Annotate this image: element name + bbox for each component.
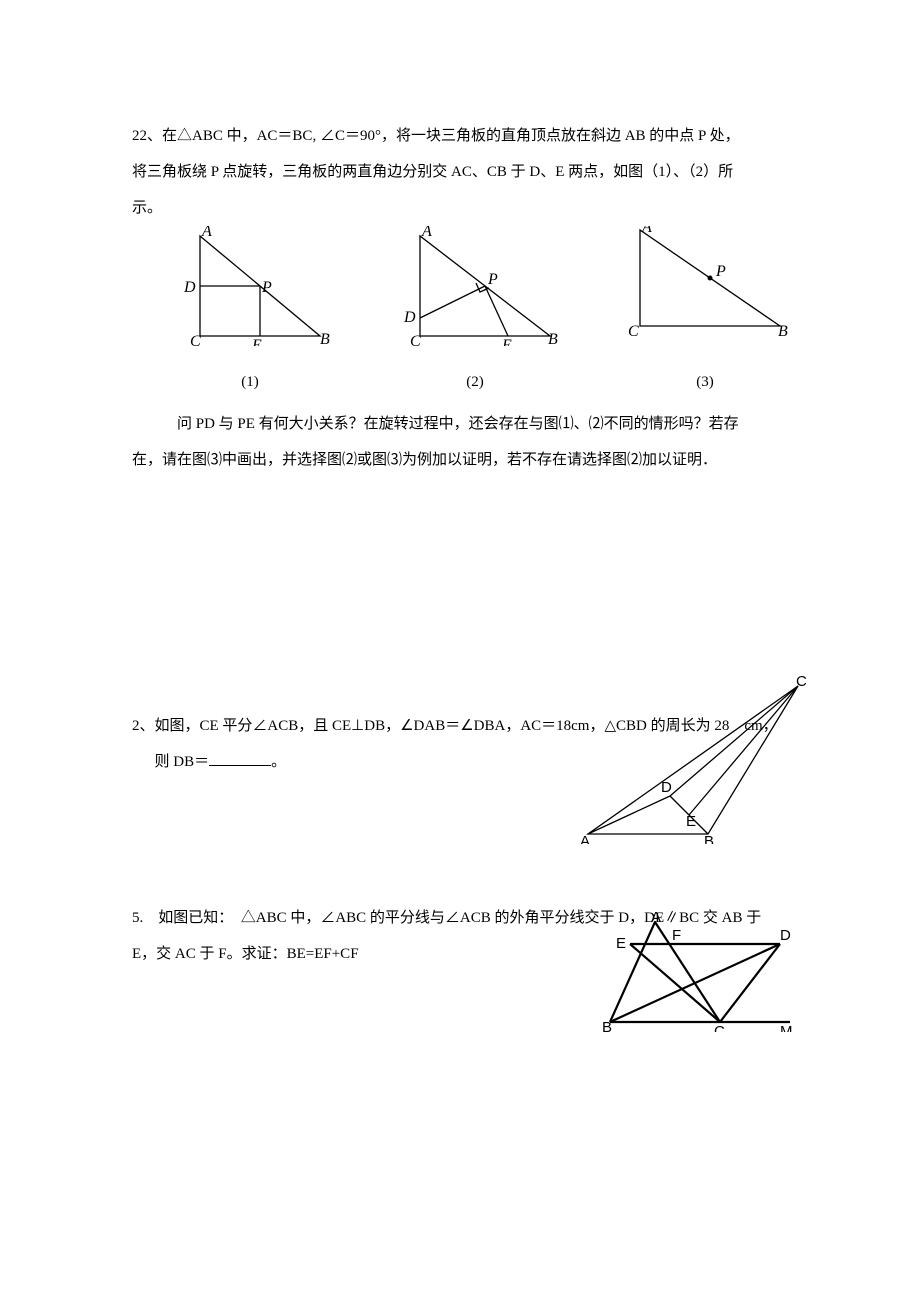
q22-fig3-svg: A B C P: [620, 226, 790, 346]
q2-A: A: [580, 833, 590, 844]
q22-figcap1: (1): [170, 364, 330, 400]
q5-C: C: [714, 1023, 725, 1032]
q2-figure: A B C D E: [578, 674, 808, 844]
label-P2: P: [487, 271, 498, 288]
q22-fig1: A B C D P E (1): [170, 226, 330, 400]
page: 22、在△ABC 中，AC＝BC, ∠C＝90°，将一块三角板的直角顶点放在斜边…: [0, 0, 920, 1302]
q5-E: E: [616, 935, 626, 952]
q5-A: A: [651, 912, 661, 926]
label-B: B: [320, 331, 330, 346]
q5-D: D: [780, 927, 791, 944]
q2-line2-post: 。: [271, 754, 286, 770]
q22-line2: 将三角板绕 P 点旋转，三角板的两直角边分别交 AC、CB 于 D、E 两点，如…: [132, 154, 814, 190]
q2-C: C: [796, 674, 807, 690]
q22-fig2: A B C D P E (2): [390, 226, 560, 400]
q2-B: B: [704, 833, 714, 844]
label-C: C: [190, 333, 201, 346]
label-A3: A: [641, 226, 652, 236]
label-P: P: [261, 279, 272, 296]
label-P3: P: [715, 263, 726, 280]
q22-line5: 在，请在图⑶中画出，并选择图⑵或图⑶为例加以证明，若不存在请选择图⑵加以证明．: [132, 442, 814, 478]
q22-line1: 22、在△ABC 中，AC＝BC, ∠C＝90°，将一块三角板的直角顶点放在斜边…: [132, 118, 814, 154]
q22-fig3: A B C P (3): [620, 226, 790, 400]
q5-F: F: [672, 927, 681, 944]
label-A: A: [201, 226, 212, 240]
q2-D: D: [661, 779, 672, 796]
label-C2: C: [410, 333, 421, 346]
q22-line3: 示。: [132, 190, 814, 226]
q22-figcap3: (3): [620, 364, 790, 400]
q5-figure: A B C D E F M: [600, 912, 800, 1032]
q22-line4: 问 PD 与 PE 有何大小关系？在旋转过程中，还会存在与图⑴、⑵不同的情形吗？…: [132, 406, 814, 442]
q22-fig2-svg: A B C D P E: [390, 226, 560, 346]
q2-E: E: [686, 813, 696, 830]
label-A2: A: [421, 226, 432, 240]
label-D2: D: [403, 309, 416, 326]
label-B3: B: [778, 323, 788, 340]
q22-figcap2: (2): [390, 364, 560, 400]
q5-B: B: [602, 1019, 612, 1032]
label-B2: B: [548, 331, 558, 346]
q22-figures: A B C D P E (1): [170, 226, 790, 400]
spacer-2b: [132, 844, 814, 900]
q2-line2-pre: 则 DB＝: [155, 754, 210, 770]
q22-fig1-svg: A B C D P E: [170, 226, 330, 346]
label-C3: C: [628, 323, 639, 340]
q5-M: M: [780, 1023, 793, 1032]
point-P3: [708, 276, 713, 281]
label-E2: E: [501, 337, 512, 346]
q2-blank: [209, 750, 271, 766]
label-D: D: [183, 279, 196, 296]
label-E: E: [251, 337, 262, 346]
